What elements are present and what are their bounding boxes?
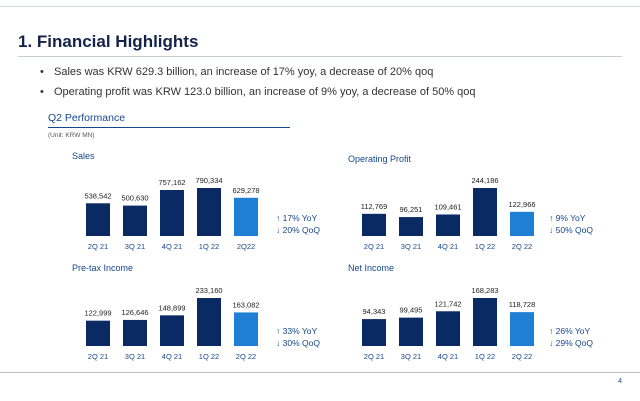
sales-yoy-change: ↑ 17% YoY xyxy=(276,213,318,223)
bullet-text: Operating profit was KRW 123.0 billion, … xyxy=(54,86,476,98)
page-title: 1. Financial Highlights xyxy=(18,32,199,51)
category-label: 1Q 22 xyxy=(199,242,219,251)
pretax-income-chart: 122,999 2Q 21 126,646 3Q 21 148,899 4Q 21 233,… xyxy=(76,270,272,364)
bar-value-label: 109,461 xyxy=(434,202,461,211)
footer-divider xyxy=(0,372,640,373)
bar xyxy=(362,213,386,236)
bullet-mark: • xyxy=(40,66,44,78)
bar xyxy=(473,188,497,236)
sales-chart-title: Sales xyxy=(72,151,95,161)
operating-profit-yoy-change: ↑ 9% YoY xyxy=(549,213,586,223)
bar-value-label: 163,082 xyxy=(232,300,259,309)
section-underline xyxy=(48,127,290,128)
bar-value-label: 244,186 xyxy=(471,176,498,185)
bar xyxy=(160,315,184,346)
pretax-income-change: ↑ 33% YoY ↓ 30% QoQ xyxy=(276,325,320,349)
unit-note: (Unit: KRW MN) xyxy=(48,132,95,139)
category-label: 2Q 21 xyxy=(88,242,108,251)
bar xyxy=(436,214,460,236)
top-divider xyxy=(0,6,640,7)
net-income-qoq-change: ↓ 29% QoQ xyxy=(549,338,593,348)
category-label: 1Q 22 xyxy=(199,352,219,361)
operating-profit-change: ↑ 9% YoY ↓ 50% QoQ xyxy=(549,212,593,236)
net-income-change: ↑ 26% YoY ↓ 29% QoQ xyxy=(549,325,593,349)
bullet-text: Sales was KRW 629.3 billion, an increase… xyxy=(54,66,434,78)
bullet-sales: • Sales was KRW 629.3 billion, an increa… xyxy=(40,62,476,82)
bar-value-label: 500,630 xyxy=(121,194,148,203)
bar-value-label: 148,899 xyxy=(158,303,185,312)
category-label: 1Q 22 xyxy=(475,242,495,251)
bar-value-label: 118,728 xyxy=(509,300,536,309)
bar xyxy=(473,298,497,346)
pretax-income-yoy-change: ↑ 33% YoY xyxy=(276,326,318,336)
bar-value-label: 629,278 xyxy=(232,186,259,195)
category-label: 4Q 21 xyxy=(162,242,182,251)
operating-profit-chart-title: Operating Profit xyxy=(348,154,412,164)
bullet-operating-profit: • Operating profit was KRW 123.0 billion… xyxy=(40,82,476,102)
bar xyxy=(510,211,534,236)
category-label: 2Q 21 xyxy=(364,352,384,361)
bar-value-label: 757,162 xyxy=(158,178,185,187)
bar-value-label: 112,769 xyxy=(361,202,388,211)
bar-value-label: 99,495 xyxy=(400,306,423,315)
bar xyxy=(86,203,110,236)
bar-value-label: 790,334 xyxy=(195,176,222,185)
category-label: 2Q 22 xyxy=(512,242,532,251)
bar-value-label: 233,160 xyxy=(195,286,222,295)
title-divider xyxy=(18,56,622,57)
bar xyxy=(399,317,423,346)
category-label: 4Q 21 xyxy=(438,242,458,251)
operating-profit-qoq-change: ↓ 50% QoQ xyxy=(549,225,593,235)
net-income-yoy-change: ↑ 26% YoY xyxy=(549,326,591,336)
bar xyxy=(160,190,184,236)
bar xyxy=(86,320,110,346)
bar xyxy=(197,188,221,236)
bar xyxy=(197,298,221,346)
sales-change: ↑ 17% YoY ↓ 20% QoQ xyxy=(276,212,320,236)
bar xyxy=(510,312,534,346)
sales-qoq-change: ↓ 20% QoQ xyxy=(276,225,320,235)
category-label: 2Q 21 xyxy=(88,352,108,361)
sales-chart: 538,542 2Q 21 500,630 3Q 21 757,162 4Q 21 790,… xyxy=(76,160,272,254)
category-label: 4Q 21 xyxy=(438,352,458,361)
bar-value-label: 96,251 xyxy=(400,205,423,214)
bar xyxy=(234,312,258,346)
section-title: Q2 Performance xyxy=(48,112,126,124)
pretax-income-qoq-change: ↓ 30% QoQ xyxy=(276,338,320,348)
bar-value-label: 168,283 xyxy=(471,286,498,295)
bar-value-label: 126,646 xyxy=(121,308,148,317)
bar xyxy=(362,319,386,346)
category-label: 2Q 21 xyxy=(364,242,384,251)
net-income-chart-svg: 94,343 2Q 21 99,495 3Q 21 121,742 4Q 21 168,28… xyxy=(362,286,536,361)
bar xyxy=(123,319,147,346)
bar xyxy=(399,217,423,236)
category-label: 3Q 21 xyxy=(401,352,421,361)
highlight-bullets: • Sales was KRW 629.3 billion, an increa… xyxy=(40,62,476,102)
sales-chart-svg: 538,542 2Q 21 500,630 3Q 21 757,162 4Q 21 790,… xyxy=(84,176,259,251)
pretax-income-chart-title: Pre-tax Income xyxy=(72,263,134,273)
net-income-chart: 94,343 2Q 21 99,495 3Q 21 121,742 4Q 21 168,28… xyxy=(352,270,548,364)
bar xyxy=(436,311,460,346)
bar-value-label: 122,966 xyxy=(508,200,535,209)
pretax-income-chart-svg: 122,999 2Q 21 126,646 3Q 21 148,899 4Q 21 233,… xyxy=(84,286,259,361)
operating-profit-chart-svg: 112,769 2Q 21 96,251 3Q 21 109,461 4Q 21 244,1… xyxy=(361,176,536,251)
category-label: 2Q 22 xyxy=(236,352,256,361)
bullet-mark: • xyxy=(40,86,44,98)
category-label: 3Q 21 xyxy=(125,352,145,361)
bar-value-label: 538,542 xyxy=(84,191,111,200)
bar-value-label: 94,343 xyxy=(363,307,386,316)
category-label: 2Q 22 xyxy=(512,352,532,361)
bar-value-label: 121,742 xyxy=(434,299,461,308)
bar xyxy=(123,205,147,236)
category-label: 1Q 22 xyxy=(475,352,495,361)
page-number: 4 xyxy=(618,378,622,385)
category-label: 4Q 21 xyxy=(162,352,182,361)
category-label: 2Q22 xyxy=(237,242,255,251)
operating-profit-chart: 112,769 2Q 21 96,251 3Q 21 109,461 4Q 21 244,1… xyxy=(352,160,548,254)
net-income-chart-title: Net Income xyxy=(348,263,395,273)
bar-value-label: 122,999 xyxy=(84,309,111,318)
bar xyxy=(234,197,258,236)
category-label: 3Q 21 xyxy=(125,242,145,251)
category-label: 3Q 21 xyxy=(401,242,421,251)
